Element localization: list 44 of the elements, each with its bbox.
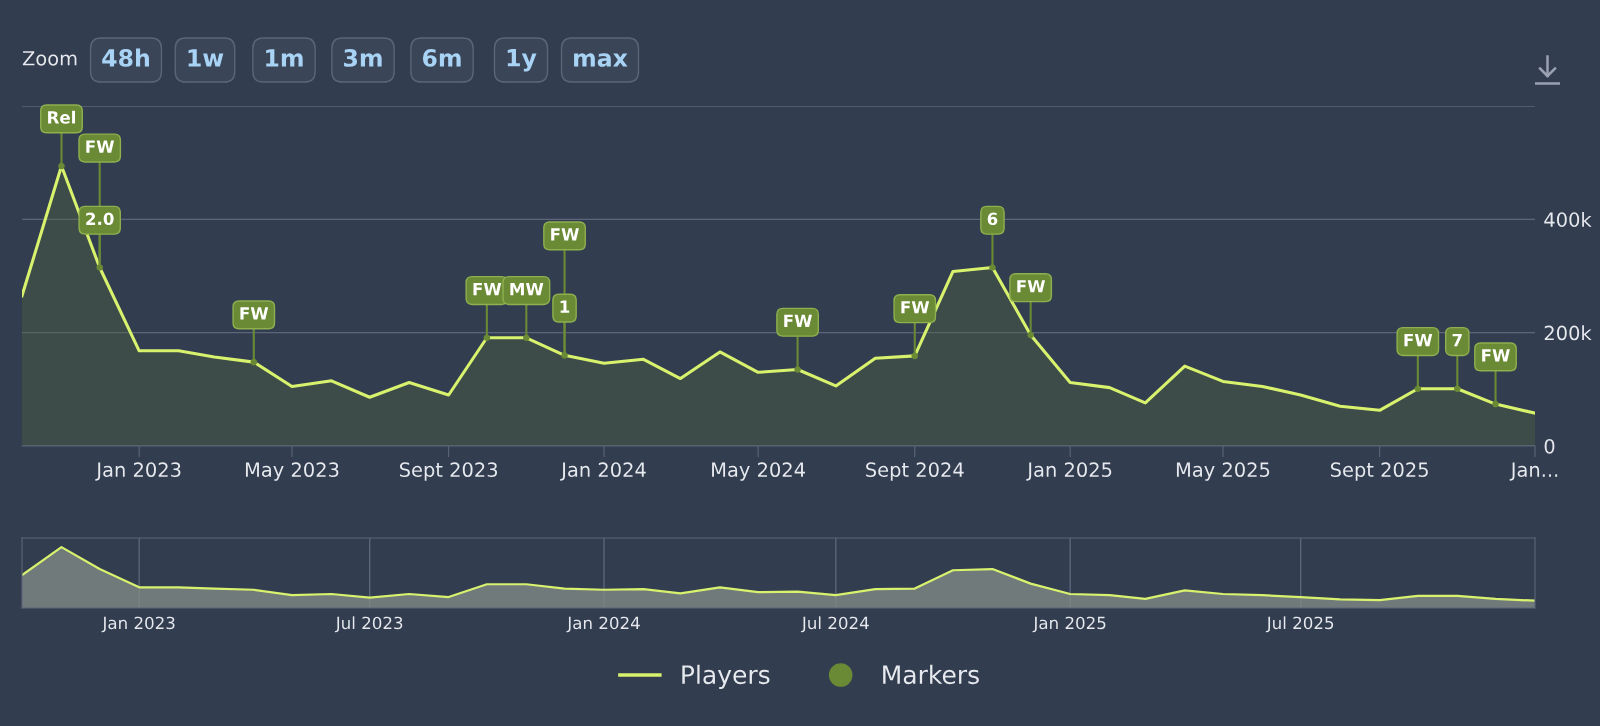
- x-tick-label: Jan 2023: [95, 462, 181, 481]
- x-tick-label: Jan 2025: [1026, 462, 1112, 481]
- x-tick-label: Sept 2024: [866, 462, 964, 481]
- x-tick-label: Jan 2023: [101, 616, 175, 633]
- annotation: FW: [551, 228, 579, 241]
- text: 48h: [102, 48, 149, 67]
- annotation: FW: [86, 140, 115, 153]
- text: max: [574, 53, 628, 67]
- annotation: MW: [510, 282, 544, 296]
- x-tick-label: Sept 2023: [399, 462, 498, 481]
- y-tick-label: 400k: [1544, 211, 1592, 227]
- x-tick-label: Jan 2025: [1032, 616, 1106, 633]
- x-tick-label: May 2024: [712, 462, 805, 481]
- x-tick-label: Jul 2025: [1265, 616, 1334, 633]
- y-tick-label: 200k: [1544, 325, 1592, 341]
- annotation: 1: [560, 300, 570, 313]
- x-tick-label: Jan 2024: [560, 462, 646, 481]
- text: 1y: [507, 49, 537, 72]
- text: 3m: [344, 48, 382, 67]
- annotation: FW: [784, 314, 812, 327]
- annotation: FW: [240, 307, 269, 320]
- annotation: FW: [1482, 349, 1510, 362]
- x-tick-label: May 2025: [1176, 462, 1270, 481]
- x-tick-label: Jul 2023: [334, 616, 403, 633]
- annotation: 7: [1452, 333, 1462, 347]
- legend-label: Markers: [883, 664, 979, 685]
- annotation: Rel: [48, 110, 75, 124]
- text: Zoom: [22, 51, 77, 66]
- x-tick-label: Jan...: [1509, 462, 1558, 481]
- x-tick-label: Jan 2024: [566, 616, 640, 633]
- annotation: 2.0: [86, 212, 114, 226]
- annotation: FW: [901, 301, 930, 314]
- x-tick-label: May 2023: [245, 462, 339, 481]
- annotation: FW: [1404, 333, 1433, 347]
- legend-label: Players: [682, 664, 770, 689]
- annotation: 6: [987, 212, 998, 226]
- x-tick-label: Sept 2025: [1330, 462, 1428, 481]
- y-tick-label: 0: [1544, 438, 1555, 454]
- annotation: FW: [1017, 280, 1046, 293]
- x-tick-label: Jul 2024: [801, 616, 869, 633]
- text: 1m: [266, 49, 303, 67]
- text: 6m: [422, 49, 461, 67]
- annotation: FW: [473, 282, 502, 296]
- text: 1w: [188, 49, 224, 67]
